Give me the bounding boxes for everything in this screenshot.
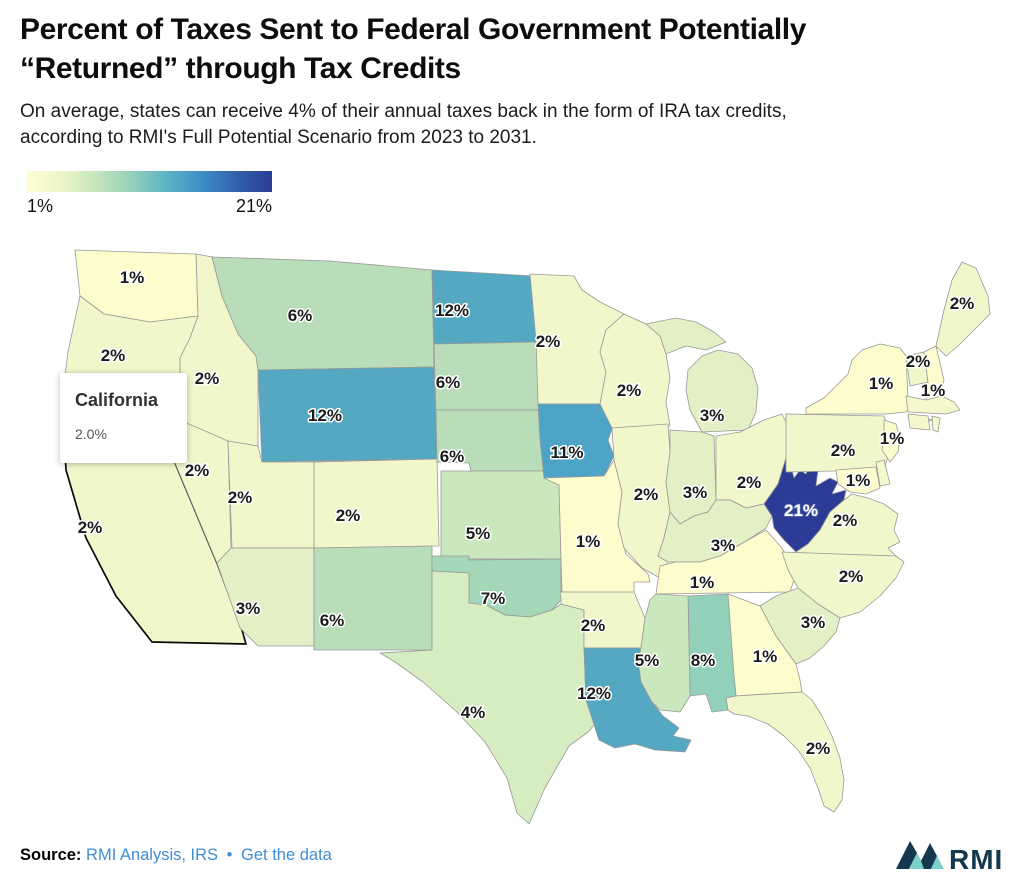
rmi-logo: RMI xyxy=(896,841,1003,875)
state-WA-label: 1% xyxy=(120,268,145,287)
state-ID-label: 2% xyxy=(195,369,220,388)
state-CT[interactable] xyxy=(907,413,931,431)
tooltip-state-name: California xyxy=(75,390,159,410)
source-link[interactable]: RMI Analysis, IRS xyxy=(86,846,219,864)
state-NC[interactable] xyxy=(781,551,905,619)
state-ME[interactable] xyxy=(935,261,991,357)
source-prefix: Source: xyxy=(20,846,82,864)
state-VA[interactable] xyxy=(791,493,901,559)
state-KY-label: 3% xyxy=(711,536,736,555)
state-AR-label: 2% xyxy=(581,616,606,635)
state-OR-label: 2% xyxy=(101,346,126,365)
state-ME-label: 2% xyxy=(950,294,975,313)
color-legend: 1% 21% xyxy=(27,171,272,217)
get-the-data-link[interactable]: Get the data xyxy=(241,846,332,864)
state-SD-label: 6% xyxy=(436,373,461,392)
state-AZ-label: 3% xyxy=(236,599,261,618)
state-ND-label: 12% xyxy=(435,301,469,320)
state-MI-label: 3% xyxy=(700,406,725,425)
state-FL-label: 2% xyxy=(806,739,831,758)
state-AL-label: 8% xyxy=(691,651,716,670)
state-LA-label: 12% xyxy=(577,684,611,703)
state-IA-label: 11% xyxy=(550,443,583,462)
rmi-logo-mountain-teal2 xyxy=(931,856,944,869)
page-subtitle-line2: according to RMI's Full Potential Scenar… xyxy=(20,127,537,148)
state-WY-label: 12% xyxy=(308,406,342,425)
state-IL-label: 2% xyxy=(634,485,659,504)
state-KY[interactable] xyxy=(657,499,773,563)
legend-max-label: 21% xyxy=(235,196,272,216)
state-KS[interactable] xyxy=(440,470,562,560)
tooltip-value: 2.0% xyxy=(75,426,107,442)
legend-min-label: 1% xyxy=(27,196,54,216)
state-NC-label: 2% xyxy=(839,567,864,586)
state-CO-label: 2% xyxy=(336,506,361,525)
state-NM-label: 6% xyxy=(320,611,345,630)
page-title: Percent of Taxes Sent to Federal Governm… xyxy=(20,10,1004,88)
rmi-logo-text: RMI xyxy=(949,844,1003,875)
state-NY-label: 1% xyxy=(869,374,894,393)
state-IA[interactable] xyxy=(537,403,615,479)
state-PA-label: 2% xyxy=(831,441,856,460)
state-MA[interactable] xyxy=(905,395,961,415)
state-NJ[interactable] xyxy=(881,419,901,463)
state-NH-label: 1% xyxy=(921,381,946,400)
page-subtitle-line1: On average, states can receive 4% of the… xyxy=(20,101,787,122)
state-NY[interactable] xyxy=(805,343,915,415)
state-GA-label: 1% xyxy=(753,647,778,666)
tooltip: California 2.0% xyxy=(60,373,187,463)
state-TX[interactable] xyxy=(379,570,603,825)
state-CA-label: 2% xyxy=(78,518,103,537)
header: Percent of Taxes Sent to Federal Governm… xyxy=(20,10,1004,151)
source-separator: • xyxy=(226,846,233,864)
state-MI[interactable] xyxy=(685,349,759,433)
footer: Source: RMI Analysis, IRS • Get the data xyxy=(20,846,1004,878)
state-MD-label: 1% xyxy=(846,471,871,490)
page-subtitle: On average, states can receive 4% of the… xyxy=(20,99,1004,151)
state-MN-label: 2% xyxy=(536,332,561,351)
state-MT-label: 6% xyxy=(288,306,313,325)
state-FL[interactable] xyxy=(725,691,845,813)
state-OK-label: 7% xyxy=(481,589,506,608)
page-title-line1: Percent of Taxes Sent to Federal Governm… xyxy=(20,13,806,46)
state-MI[interactable] xyxy=(645,317,727,355)
state-WV-label: 21% xyxy=(784,501,818,520)
state-MO-label: 1% xyxy=(576,532,601,551)
state-NM[interactable] xyxy=(313,545,433,651)
state-WI-label: 2% xyxy=(617,381,642,400)
rmi-logo-mountain-dark2 xyxy=(921,843,937,869)
state-TX-label: 4% xyxy=(461,703,486,722)
page-title-line2: “Returned” through Tax Credits xyxy=(20,52,461,85)
state-MD[interactable] xyxy=(835,466,881,495)
state-NE-label: 6% xyxy=(440,447,465,466)
state-TN[interactable] xyxy=(655,529,797,595)
state-RI[interactable] xyxy=(931,415,941,433)
state-IN-label: 3% xyxy=(683,483,708,502)
legend-labels: 1% 21% xyxy=(27,196,272,217)
state-MS[interactable] xyxy=(637,593,691,713)
state-VT-label: 2% xyxy=(906,352,931,371)
state-MS-label: 5% xyxy=(635,651,660,670)
state-NJ-label: 1% xyxy=(880,429,905,448)
state-UT-label: 2% xyxy=(228,488,253,507)
state-KS-label: 5% xyxy=(466,524,491,543)
rmi-logo-mountain-teal1 xyxy=(909,853,926,869)
state-IN[interactable] xyxy=(665,429,717,525)
state-TN-label: 1% xyxy=(690,573,715,592)
state-DE[interactable] xyxy=(875,459,891,487)
state-CO[interactable] xyxy=(313,458,440,549)
state-VA-label: 2% xyxy=(833,511,858,530)
rmi-logo-mountain-dark1 xyxy=(896,841,917,869)
state-OH-label: 2% xyxy=(737,473,762,492)
state-WY[interactable] xyxy=(257,366,438,463)
legend-gradient-bar xyxy=(27,171,272,192)
state-NV-label: 2% xyxy=(185,461,210,480)
state-SC-label: 3% xyxy=(801,613,826,632)
